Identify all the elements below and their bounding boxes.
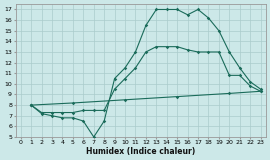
X-axis label: Humidex (Indice chaleur): Humidex (Indice chaleur) xyxy=(86,147,195,156)
